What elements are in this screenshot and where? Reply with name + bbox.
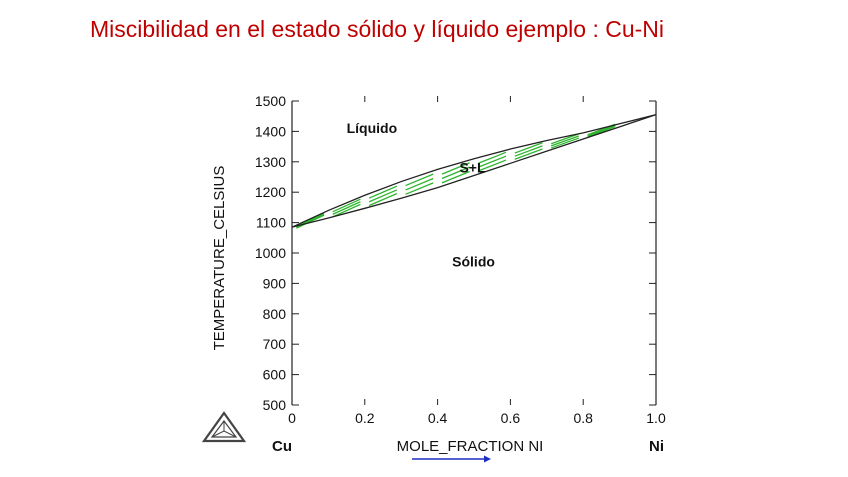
tie-line	[550, 135, 580, 147]
y-tick-label: 900	[263, 275, 287, 291]
thermo-calc-logo-icon	[201, 411, 247, 443]
tie-line	[332, 201, 361, 215]
tie-line	[514, 142, 543, 154]
tie-line	[368, 189, 398, 203]
y-tick-label: 1400	[255, 123, 286, 139]
x-tick-label: 0.4	[428, 410, 448, 426]
y-tick-label: 1100	[256, 215, 286, 231]
tie-line	[332, 198, 361, 213]
tie-line	[550, 137, 580, 149]
tie-line	[368, 193, 398, 207]
x-tick-label: 0	[288, 410, 296, 426]
x-tick-label: 0.6	[501, 410, 521, 426]
tie-line	[441, 166, 470, 180]
y-tick-label: 1200	[255, 184, 286, 200]
region-label: Sólido	[452, 254, 495, 270]
y-tick-label: 800	[263, 306, 287, 322]
region-label: Líquido	[347, 120, 398, 136]
y-axis-title: TEMPERATURE_CELSIUS	[211, 166, 228, 351]
region-label: S+L	[459, 159, 486, 175]
tie-line	[514, 145, 543, 157]
y-tick-label: 1500	[255, 93, 286, 109]
x-axis-title: MOLE_FRACTION NI	[397, 438, 544, 455]
cu-label: Cu	[272, 438, 292, 455]
y-tick-label: 1000	[255, 245, 286, 261]
y-tick-label: 1300	[255, 154, 286, 170]
slide-title: Miscibilidad en el estado sólido y líqui…	[90, 16, 665, 42]
x-tick-label: 1.0	[646, 410, 666, 426]
tie-line	[441, 162, 470, 175]
tie-line	[441, 170, 470, 184]
tie-line	[478, 155, 507, 168]
tie-line	[405, 182, 434, 195]
tie-line	[478, 151, 507, 164]
y-tick-label: 700	[263, 336, 287, 352]
x-tick-label: 0.2	[355, 410, 375, 426]
y-tick-label: 500	[263, 397, 287, 413]
tie-line	[332, 203, 361, 218]
liquidus-line	[291, 114, 657, 228]
y-tick-label: 600	[263, 367, 287, 383]
x-tick-label: 0.8	[573, 410, 593, 426]
solidus-line	[291, 114, 657, 228]
direction-arrow	[412, 455, 491, 463]
tie-line	[405, 173, 434, 187]
tie-line	[296, 214, 325, 229]
tie-line	[587, 124, 616, 137]
tie-line	[550, 133, 580, 145]
tie-line	[514, 148, 543, 160]
tie-line	[478, 159, 507, 172]
tie-line	[405, 177, 434, 191]
tie-line	[368, 185, 398, 199]
ni-label: Ni	[649, 438, 664, 455]
tie-line	[296, 212, 325, 227]
